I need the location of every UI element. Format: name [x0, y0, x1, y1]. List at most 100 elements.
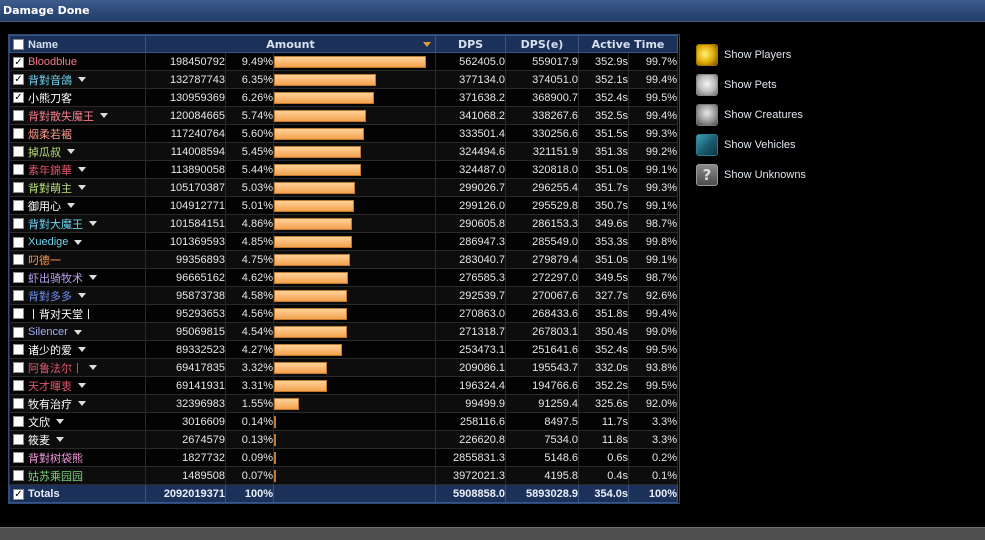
player-name[interactable]: 烟柔若裾 [28, 128, 72, 141]
table-row[interactable]: 姑苏乘园园 1489508 0.07% 3972021.3 4195.8 0.4s 0.1% [9, 466, 679, 485]
table-row[interactable]: 牧有治疗 32396983 1.55% 99499.9 91259.4 325.6s 92.… [9, 394, 679, 413]
table-row[interactable]: 背對散失魔王 120084665 5.74% 341068.2 338267.6 352.… [9, 106, 679, 125]
table-row[interactable]: 背對多多 95873738 4.58% 292539.7 270067.6 327.7s 9… [9, 286, 679, 305]
player-name[interactable]: 丨背对天堂丨 [28, 308, 94, 321]
player-name[interactable]: 阿鲁法尔丨 [28, 362, 83, 375]
expand-pets-icon[interactable] [89, 365, 97, 370]
row-checkbox[interactable] [13, 110, 24, 121]
table-row[interactable]: ✓ 背對音鴿 132787743 6.35% 377134.0 374051.0 352.1… [9, 70, 679, 89]
row-checkbox[interactable] [13, 362, 24, 373]
player-name[interactable]: 文欣 [28, 416, 50, 429]
table-row[interactable]: ✓ 小熊刀客 130959369 6.26% 371638.2 368900.7 352.4… [9, 88, 679, 107]
table-row[interactable]: 御用心 104912771 5.01% 299126.0 295529.8 350.7s 9… [9, 196, 679, 215]
player-name[interactable]: 牧有治疗 [28, 398, 72, 411]
row-checkbox[interactable] [13, 434, 24, 445]
table-row[interactable]: 筱麦 2674579 0.13% 226620.8 7534.0 11.8s 3.3% [9, 430, 679, 449]
table-row[interactable]: Xuedige 101369593 4.85% 286947.3 285549.0 353… [9, 232, 679, 251]
expand-pets-icon[interactable] [89, 275, 97, 280]
player-name[interactable]: 御用心 [28, 200, 61, 213]
table-row[interactable]: 背對大魔王 101584151 4.86% 290605.8 286153.3 349.6… [9, 214, 679, 233]
expand-pets-icon[interactable] [89, 221, 97, 226]
player-name[interactable]: 素年錦華 [28, 164, 72, 177]
row-checkbox[interactable] [13, 290, 24, 301]
player-name[interactable]: Silencer [28, 326, 68, 338]
player-name[interactable]: 虾出骑牧术 [28, 272, 83, 285]
expand-pets-icon[interactable] [73, 329, 82, 335]
player-name[interactable]: 背對萌主 [28, 182, 72, 195]
expand-pets-icon[interactable] [74, 239, 83, 245]
table-row[interactable]: Silencer 95069815 4.54% 271318.7 267803.1 350… [9, 322, 679, 341]
show-pets-option[interactable]: Show Pets [696, 70, 806, 100]
row-checkbox[interactable] [13, 218, 24, 229]
table-row[interactable]: 丨背对天堂丨 95293653 4.56% 270863.0 268433.6 351.8… [9, 304, 679, 323]
header-active-time[interactable]: Active Time [577, 35, 679, 53]
row-checkbox[interactable] [13, 326, 24, 338]
row-checkbox[interactable] [13, 452, 24, 463]
player-name[interactable]: 筱麦 [28, 434, 50, 447]
expand-pets-icon[interactable] [78, 167, 86, 172]
expand-pets-icon[interactable] [78, 293, 86, 298]
table-row[interactable]: 掉瓜叔 114008594 5.45% 324494.6 321151.9 351.3s 9… [9, 142, 679, 161]
row-checkbox[interactable] [13, 272, 24, 283]
select-all-checkbox[interactable] [13, 39, 24, 50]
row-checkbox[interactable]: ✓ [13, 92, 24, 103]
header-dpse[interactable]: DPS(e) [505, 35, 579, 53]
row-checkbox[interactable] [13, 380, 24, 391]
row-checkbox[interactable] [13, 146, 24, 157]
row-checkbox[interactable]: ✓ [13, 56, 24, 68]
player-name[interactable]: 背對大魔王 [28, 218, 83, 231]
show-creatures-option[interactable]: Show Creatures [696, 100, 806, 130]
row-checkbox[interactable] [13, 182, 24, 193]
expand-pets-icon[interactable] [67, 203, 75, 208]
expand-pets-icon[interactable] [56, 419, 64, 424]
row-checkbox[interactable] [13, 398, 24, 409]
row-checkbox[interactable] [13, 254, 24, 265]
show-unknowns-option[interactable]: ? Show Unknowns [696, 160, 806, 190]
player-name[interactable]: Bloodblue [28, 56, 77, 68]
table-row[interactable]: ✓ Bloodblue 198450792 9.49% 562405.0 559017.9… [9, 52, 679, 71]
expand-pets-icon[interactable] [78, 383, 86, 388]
player-name[interactable]: 背對多多 [28, 290, 72, 303]
show-players-option[interactable]: Show Players [696, 40, 806, 70]
table-row[interactable]: 素年錦華 113890058 5.44% 324487.0 320818.0 351.0s… [9, 160, 679, 179]
player-name[interactable]: 背對树袋熊 [28, 452, 83, 465]
row-checkbox[interactable] [13, 236, 24, 248]
player-name[interactable]: 诸少的爱 [28, 344, 72, 357]
table-row[interactable]: 背對萌主 105170387 5.03% 299026.7 296255.4 351.7s… [9, 178, 679, 197]
expand-pets-icon[interactable] [67, 149, 75, 154]
player-name[interactable]: 天才暉衷 [28, 380, 72, 393]
header-dps[interactable]: DPS [435, 35, 506, 53]
player-name[interactable]: 背對音鴿 [28, 74, 72, 87]
table-row[interactable]: 叼德一 99356893 4.75% 283040.7 279879.4 351.0s 99… [9, 250, 679, 269]
row-checkbox[interactable] [13, 344, 24, 355]
table-row[interactable]: 文欣 3016609 0.14% 258116.6 8497.5 11.7s 3.3% [9, 412, 679, 431]
row-checkbox[interactable] [13, 128, 24, 139]
player-name[interactable]: 姑苏乘园园 [28, 470, 83, 483]
row-checkbox[interactable] [13, 416, 24, 427]
row-checkbox[interactable] [13, 470, 24, 481]
row-checkbox[interactable] [13, 200, 24, 211]
header-amount[interactable]: Amount [145, 35, 436, 53]
expand-pets-icon[interactable] [78, 401, 86, 406]
expand-pets-icon[interactable] [78, 77, 86, 82]
row-checkbox[interactable] [13, 308, 24, 319]
table-row[interactable]: 诸少的爱 89332523 4.27% 253473.1 251641.6 352.4s 9… [9, 340, 679, 359]
player-name[interactable]: 叼德一 [28, 254, 61, 267]
header-name[interactable]: Name [9, 35, 146, 53]
expand-pets-icon[interactable] [56, 437, 64, 442]
row-checkbox[interactable]: ✓ [13, 74, 24, 85]
show-vehicles-option[interactable]: Show Vehicles [696, 130, 806, 160]
totals-checkbox[interactable]: ✓ [13, 488, 24, 500]
player-name[interactable]: 小熊刀客 [28, 92, 72, 105]
table-row[interactable]: 虾出骑牧术 96665162 4.62% 276585.3 272297.0 349.5s… [9, 268, 679, 287]
table-row[interactable]: 背對树袋熊 1827732 0.09% 2855831.3 5148.6 0.6s 0.2% [9, 448, 679, 467]
player-name[interactable]: 掉瓜叔 [28, 146, 61, 159]
expand-pets-icon[interactable] [78, 347, 86, 352]
player-name[interactable]: Xuedige [28, 236, 69, 248]
table-row[interactable]: 天才暉衷 69141931 3.31% 196324.4 194766.6 352.2s 9… [9, 376, 679, 395]
player-name[interactable]: 背對散失魔王 [28, 110, 94, 123]
table-row[interactable]: 烟柔若裾 117240764 5.60% 333501.4 330256.6 351.5s… [9, 124, 679, 143]
expand-pets-icon[interactable] [78, 185, 86, 190]
row-checkbox[interactable] [13, 164, 24, 175]
expand-pets-icon[interactable] [100, 113, 108, 118]
